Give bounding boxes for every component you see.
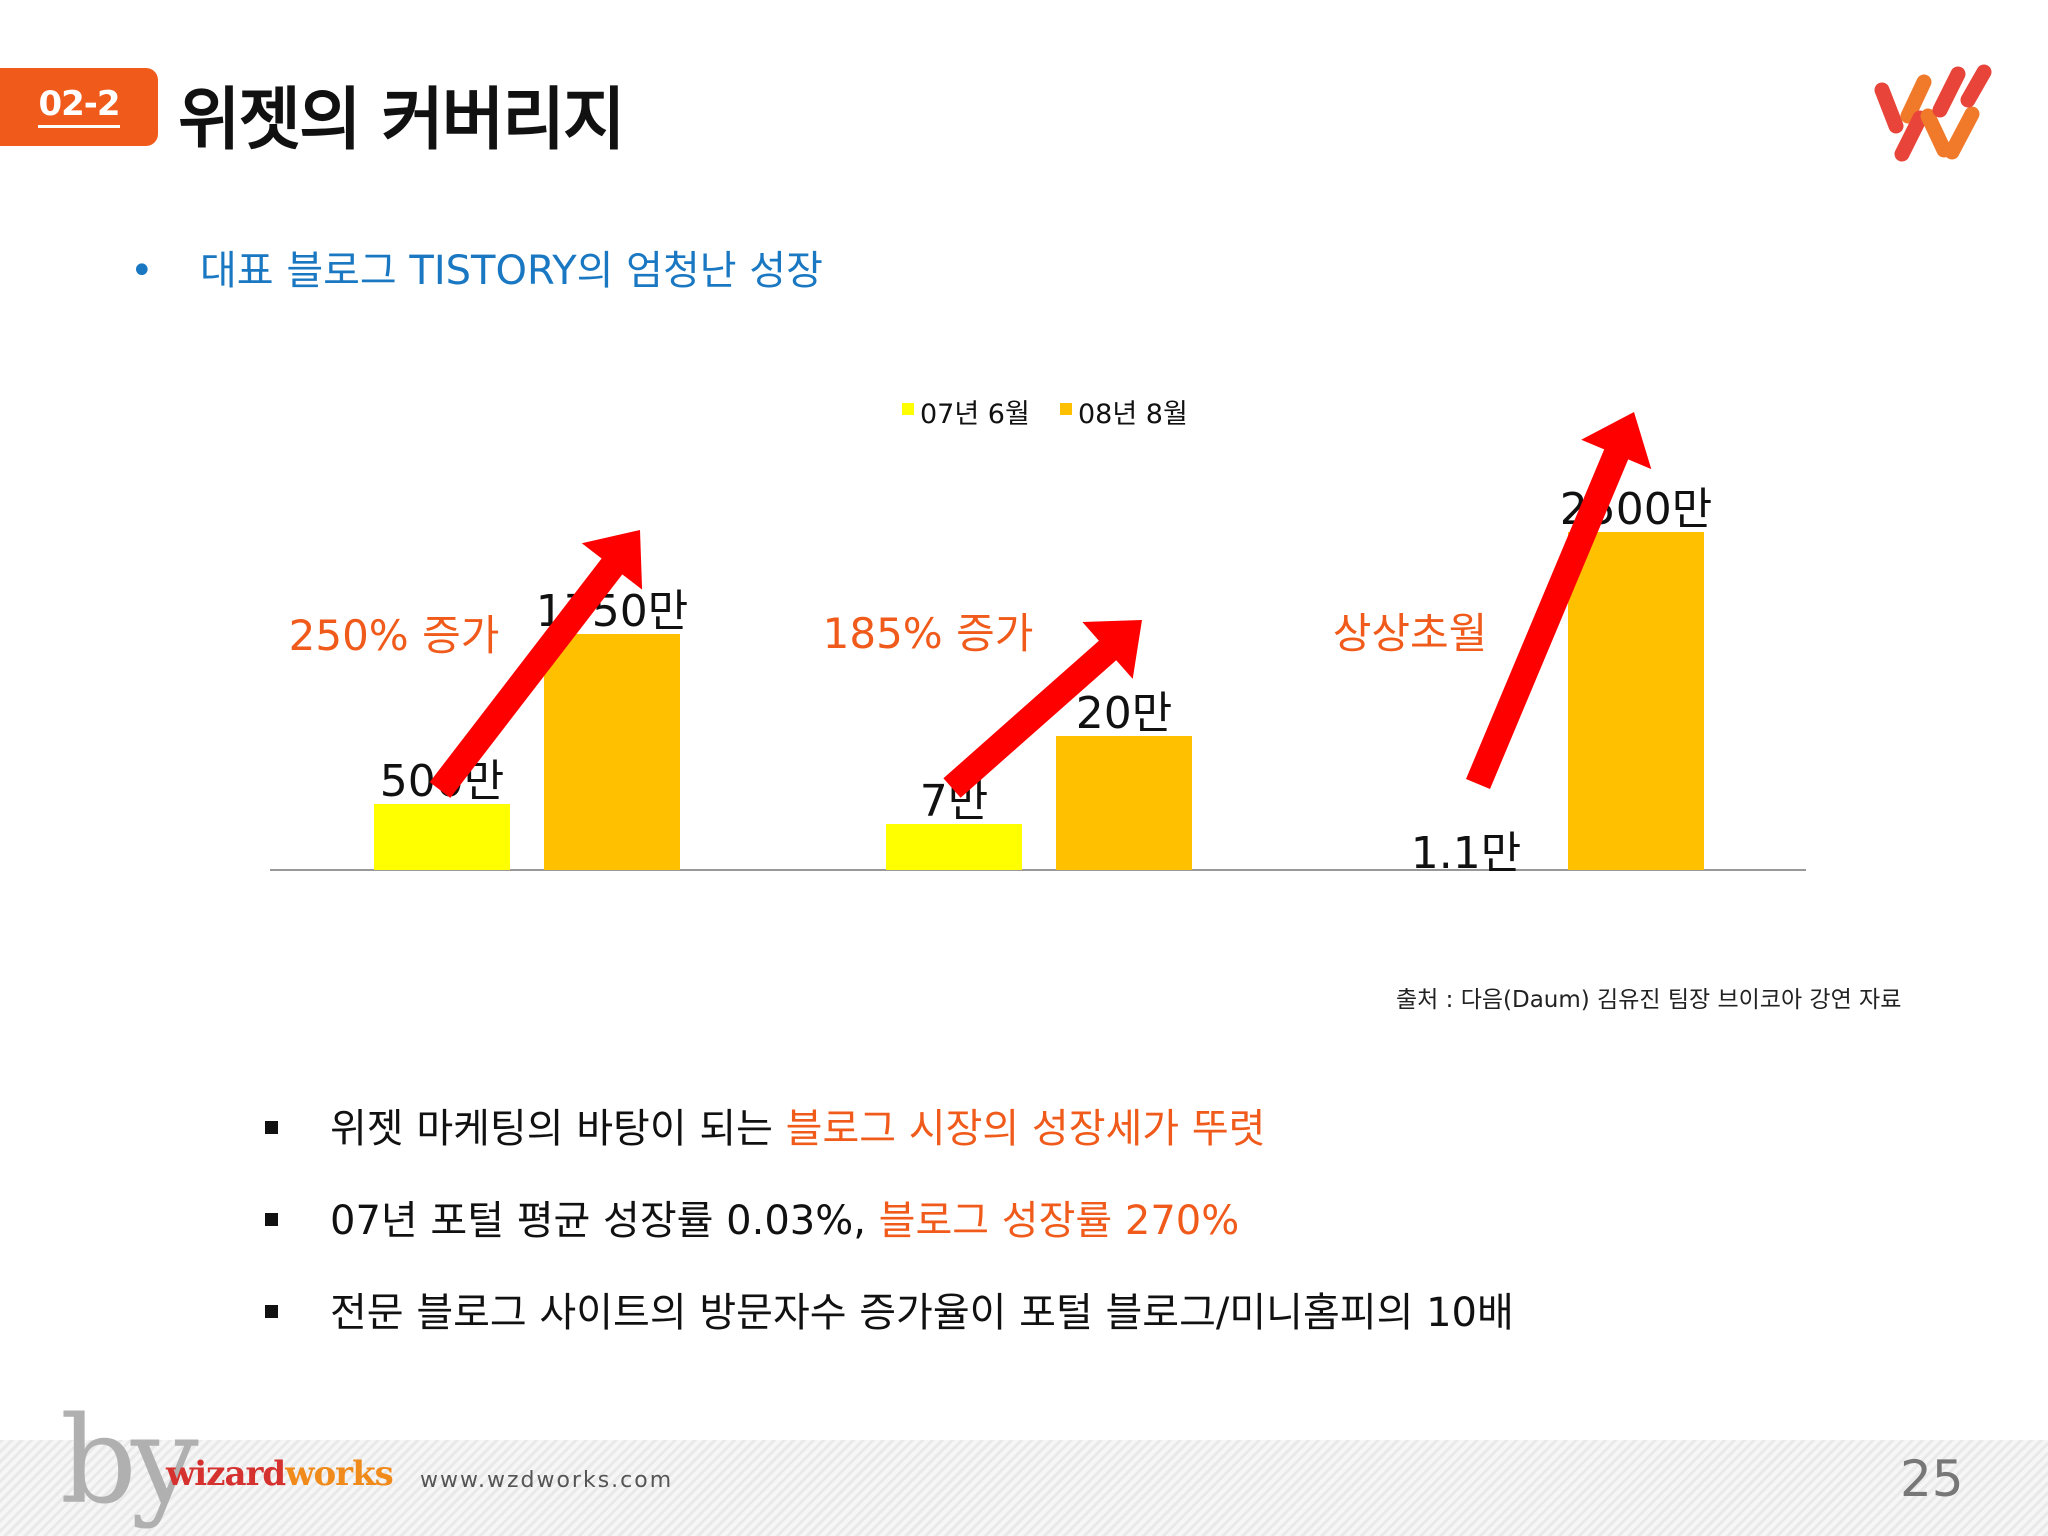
legend-label: 08년 8월 bbox=[1078, 399, 1188, 430]
key-point-text: 07년 포털 평균 성장률 0.03%, bbox=[330, 1198, 879, 1244]
legend-label: 07년 6월 bbox=[920, 399, 1030, 430]
key-point-text: 전문 블로그 사이트의 방문자수 증가율이 포털 블로그/미니홈피의 10배 bbox=[330, 1290, 1514, 1336]
data-label: 20만 bbox=[1076, 688, 1172, 739]
footer-brand: wizardworks bbox=[166, 1454, 394, 1494]
key-point-highlight: 블로그 성장률 270% bbox=[878, 1198, 1240, 1244]
brand-wizard: wizard bbox=[166, 1454, 286, 1494]
bar bbox=[1056, 736, 1192, 870]
growth-annotation: 상상초월 bbox=[1333, 609, 1488, 658]
main-bullet: • 대표 블로그 TISTORY의 엄청난 성장 bbox=[130, 238, 823, 296]
section-number: 02-2 bbox=[38, 85, 121, 129]
key-point-1: 위젯 마케팅의 바탕이 되는 블로그 시장의 성장세가 뚜렷 bbox=[265, 1100, 1514, 1192]
wizardworks-logo-icon bbox=[1874, 64, 1992, 162]
footer-bar bbox=[0, 1440, 2048, 1536]
growth-annotation: 185% 증가 bbox=[823, 609, 1034, 658]
footer-by: by bbox=[60, 1392, 199, 1531]
main-bullet-text: 대표 블로그 TISTORY의 엄청난 성장 bbox=[200, 248, 823, 294]
section-badge: 02-2 bbox=[0, 68, 158, 146]
growth-arrow-icon bbox=[429, 530, 643, 798]
key-point-text: 위젯 마케팅의 바탕이 되는 bbox=[330, 1106, 786, 1152]
legend-swatch bbox=[902, 403, 914, 415]
bar bbox=[886, 824, 1022, 870]
bar bbox=[374, 804, 510, 870]
growth-arrow-icon bbox=[1466, 412, 1652, 789]
square-bullet-icon bbox=[265, 1120, 278, 1134]
key-point-2: 07년 포털 평균 성장률 0.03%, 블로그 성장률 270% bbox=[265, 1192, 1514, 1284]
key-point-3: 전문 블로그 사이트의 방문자수 증가율이 포털 블로그/미니홈피의 10배 bbox=[265, 1284, 1514, 1376]
brand-works: works bbox=[285, 1454, 394, 1494]
data-label: 1.1만 bbox=[1411, 828, 1521, 879]
bar bbox=[1568, 532, 1704, 870]
growth-arrow-icon bbox=[943, 620, 1142, 798]
page-title: 위젯의 커버리지 bbox=[178, 81, 626, 160]
square-bullet-icon bbox=[265, 1212, 278, 1226]
square-bullet-icon bbox=[265, 1304, 278, 1318]
growth-annotation: 250% 증가 bbox=[289, 611, 500, 660]
source-note: 출처 : 다음(Daum) 김유진 팀장 브이코아 강연 자료 bbox=[1396, 987, 1902, 1013]
key-point-highlight: 블로그 시장의 성장세가 뚜렷 bbox=[785, 1106, 1266, 1152]
page-number: 25 bbox=[1900, 1450, 1964, 1508]
bar bbox=[544, 634, 680, 870]
key-points-list: 위젯 마케팅의 바탕이 되는 블로그 시장의 성장세가 뚜렷 07년 포털 평균… bbox=[265, 1100, 1514, 1376]
footer-url: www.wzdworks.com bbox=[420, 1468, 674, 1493]
bullet-marker: • bbox=[130, 248, 154, 294]
legend-swatch bbox=[1060, 403, 1072, 415]
